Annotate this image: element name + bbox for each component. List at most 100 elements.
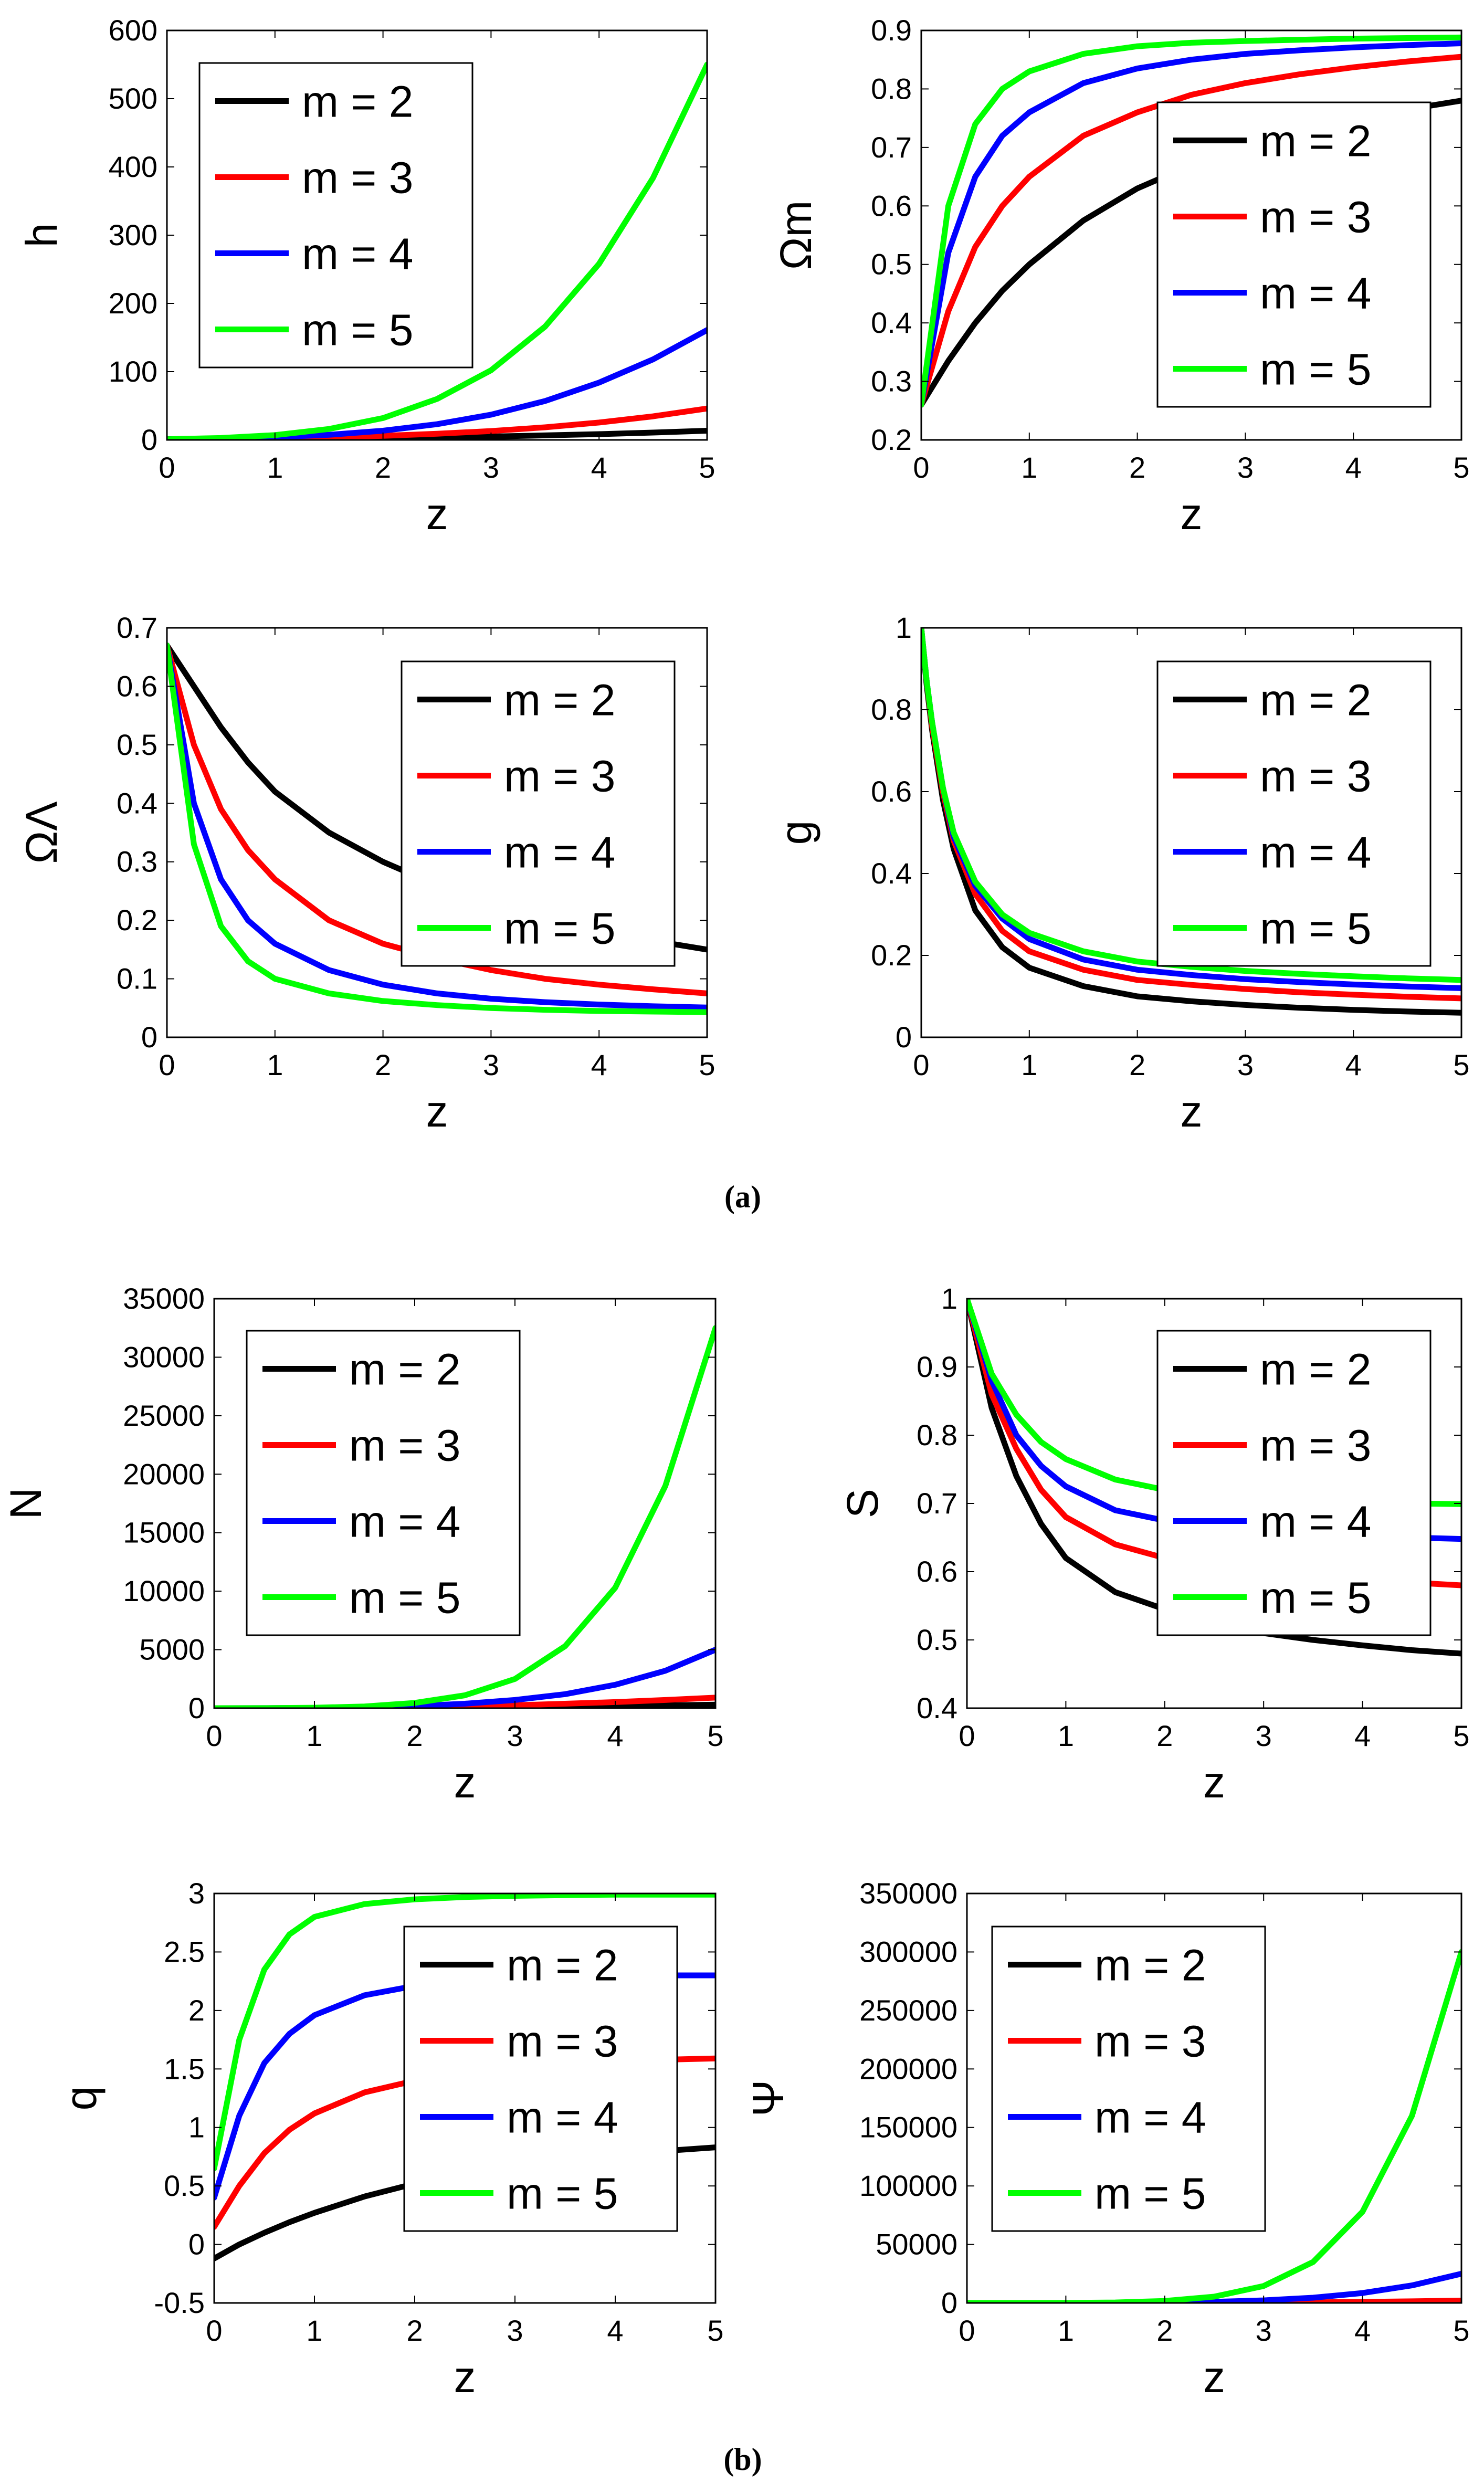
y-tick-label: 0 — [941, 2286, 957, 2319]
y-tick-label: 0.9 — [871, 14, 912, 47]
x-tick-label: 2 — [406, 1719, 423, 1752]
y-tick-label: 0.8 — [871, 693, 912, 726]
legend-label: m = 3 — [1094, 2017, 1206, 2066]
y-tick-label: 500 — [109, 82, 157, 115]
y-tick-label: 0.7 — [871, 131, 912, 164]
legend-label: m = 2 — [1094, 1941, 1206, 1990]
y-tick-label: 2.5 — [164, 1935, 205, 1968]
x-tick-label: 3 — [1237, 1048, 1254, 1081]
x-tick-label: 3 — [1256, 2314, 1272, 2347]
x-tick-label: 1 — [1058, 2314, 1074, 2347]
x-tick-label: 1 — [267, 1048, 283, 1081]
x-tick-label: 1 — [306, 1719, 322, 1752]
legend-box — [198, 62, 473, 369]
legend-box — [1156, 660, 1432, 967]
legend: m = 2 m = 3 m = 4 m = 5 — [198, 62, 473, 369]
y-tick-label: 0 — [141, 423, 157, 456]
y-tick-label: 0.4 — [871, 306, 912, 339]
legend-box — [991, 1926, 1266, 2232]
legend-label: m = 5 — [1260, 345, 1371, 394]
y-tick-label: 0.3 — [871, 365, 912, 398]
plot-frame — [166, 29, 708, 441]
x-tick-label: 1 — [306, 2314, 322, 2347]
y-tick-label: 400 — [109, 150, 157, 183]
y-axis-label: g — [771, 820, 820, 845]
x-tick-label: 4 — [1354, 1719, 1371, 1752]
x-tick-label: 1 — [1058, 1719, 1074, 1752]
legend-label: m = 2 — [1260, 1345, 1371, 1394]
legend-label: m = 2 — [302, 77, 413, 127]
y-tick-label: 0.4 — [871, 857, 912, 890]
y-tick-label: 150000 — [859, 2111, 957, 2144]
x-tick-label: 5 — [1453, 451, 1469, 484]
y-tick-label: 10000 — [123, 1574, 205, 1607]
panel-a-caption: (a) — [724, 1180, 761, 1214]
legend-label: m = 4 — [1260, 1497, 1371, 1546]
legend-label: m = 2 — [1260, 117, 1371, 166]
chart-psi: 0 1 2 3 4 5 0 50000 100000 150000 200000 250000 3000… — [743, 1877, 1470, 2402]
y-tick-label: 0.4 — [117, 786, 157, 819]
y-tick-label: 200000 — [859, 2052, 957, 2085]
y-tick-label: 15000 — [123, 1516, 205, 1549]
y-tick-label: 0 — [188, 2228, 205, 2261]
y-tick-label: 0.5 — [917, 1623, 957, 1656]
legend-label: m = 4 — [302, 229, 413, 279]
x-tick-label: 2 — [1129, 1048, 1145, 1081]
y-tick-label: 1 — [941, 1282, 957, 1315]
x-axis-label: z — [1203, 1758, 1225, 1807]
x-tick-label: 0 — [206, 2314, 222, 2347]
legend-label: m = 3 — [1260, 1421, 1371, 1470]
series-line-m4 — [921, 40, 1461, 408]
x-tick-label: 5 — [707, 1719, 723, 1752]
x-tick-label: 1 — [1021, 451, 1037, 484]
x-tick-label: 4 — [1345, 1048, 1362, 1081]
y-tick-label: 0.8 — [917, 1418, 957, 1451]
x-tick-label: 5 — [699, 451, 715, 484]
y-tick-label: 3 — [188, 1877, 205, 1910]
x-tick-label: 0 — [959, 1719, 975, 1752]
y-tick-label: 300 — [109, 218, 157, 251]
legend: m = 2 m = 3 m = 4 m = 5 — [1156, 1330, 1432, 1636]
legend-label: m = 4 — [1094, 2093, 1206, 2142]
series-line-m3 — [167, 642, 707, 996]
x-tick-label: 4 — [591, 1048, 607, 1081]
y-tick-label: 0.2 — [871, 423, 912, 456]
y-tick-label: 0.1 — [117, 962, 157, 995]
y-tick-label: 35000 — [123, 1282, 205, 1315]
y-tick-label: 5000 — [139, 1633, 205, 1666]
plot-frame — [213, 1892, 717, 2304]
x-tick-label: 2 — [1156, 2314, 1173, 2347]
legend-box — [403, 1926, 678, 2232]
x-axis-label: z — [426, 489, 448, 539]
y-tick-label: 350000 — [859, 1877, 957, 1910]
y-axis-label: h — [17, 223, 66, 248]
legend-label: m = 2 — [349, 1345, 460, 1394]
y-tick-label: 1 — [896, 611, 912, 644]
plot-frame — [166, 627, 708, 1038]
x-tick-label: 2 — [406, 2314, 423, 2347]
legend-label: m = 4 — [349, 1497, 460, 1546]
series-line-m5 — [921, 34, 1461, 408]
x-axis-label: z — [454, 1758, 476, 1807]
x-tick-label: 0 — [913, 451, 929, 484]
series-group — [167, 61, 707, 440]
x-axis-label: z — [1181, 489, 1203, 539]
x-tick-label: 4 — [1354, 2314, 1371, 2347]
y-axis-label: q — [56, 2086, 106, 2111]
x-tick-label: 2 — [1156, 1719, 1173, 1752]
legend-label: m = 5 — [1094, 2169, 1206, 2218]
legend: m = 2 m = 3 m = 4 m = 5 — [1156, 660, 1432, 967]
legend-label: m = 2 — [1260, 676, 1371, 725]
plot-frame — [920, 627, 1462, 1038]
series-line-m5 — [921, 628, 1461, 983]
x-tick-label: 0 — [913, 1048, 929, 1081]
legend-label: m = 3 — [1260, 193, 1371, 242]
y-tick-label: 1 — [188, 2111, 205, 2144]
y-tick-label: 600 — [109, 14, 157, 47]
plot-frame — [966, 1892, 1462, 2304]
x-tick-label: 5 — [707, 2314, 723, 2347]
y-axis-label: Ωm — [771, 201, 820, 270]
y-tick-label: 0.2 — [871, 939, 912, 972]
